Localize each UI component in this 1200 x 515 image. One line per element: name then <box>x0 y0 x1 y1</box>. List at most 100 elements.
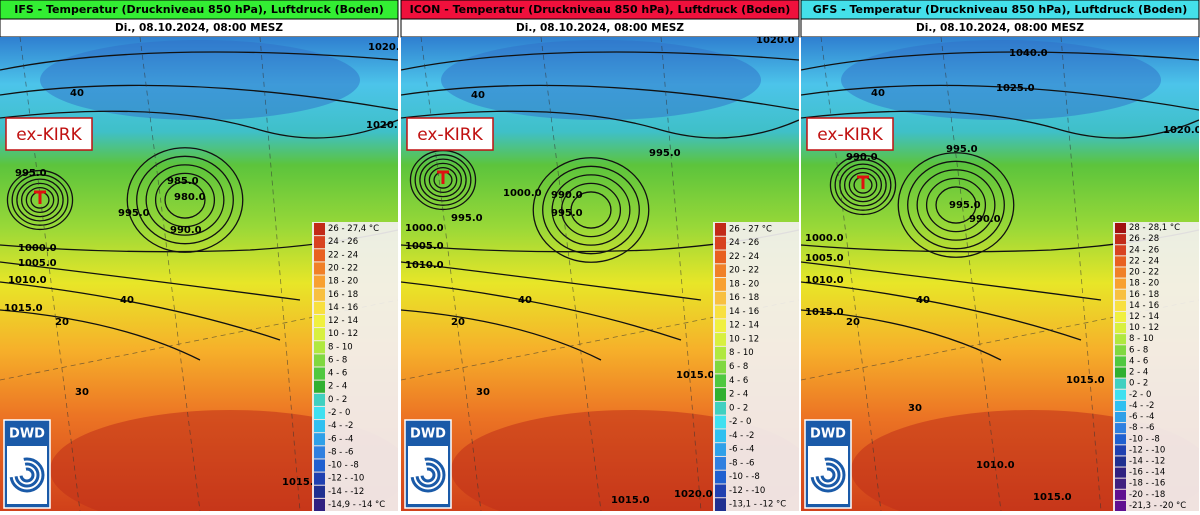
isobar-label: 1010.0 <box>405 260 444 271</box>
legend-label: -20 - -18 <box>1129 490 1165 500</box>
legend-swatch <box>715 305 726 319</box>
storm-label-box <box>806 117 894 151</box>
isobar-label: 1015.0 <box>1033 492 1072 503</box>
map: 1020.0 40 1020.0 995.0 985.0 980.0 995.0 990.0 1… <box>0 37 398 511</box>
legend-swatch <box>1115 300 1126 311</box>
isobar-label: 30 <box>908 403 922 414</box>
legend-label: 14 - 16 <box>729 307 759 317</box>
isobar <box>570 191 612 229</box>
legend-swatch <box>715 223 726 236</box>
logo-text: DWD <box>9 427 45 442</box>
isobar-label: 20 <box>846 317 860 328</box>
isobar-label: 1015.0 <box>805 307 844 318</box>
legend-label: 26 - 28 <box>1129 234 1159 244</box>
legend-swatch <box>1115 434 1126 445</box>
legend-swatch <box>314 341 325 354</box>
legend-swatch <box>314 459 325 472</box>
storm-label: ex-KIRK <box>417 125 483 145</box>
legend-swatch <box>715 236 726 250</box>
legend-swatch <box>715 401 726 415</box>
legend-swatch <box>314 420 325 433</box>
legend-swatch <box>314 446 325 459</box>
model-panel: ICON - Temperatur (Druckniveau 850 hPa),… <box>400 0 800 511</box>
isobar <box>532 157 650 263</box>
legend-label: -6 - -4 <box>1129 412 1154 422</box>
isobar-label: 995.0 <box>118 208 150 219</box>
legend-label: 4 - 6 <box>1129 356 1148 366</box>
legend-label: 10 - 12 <box>328 329 358 339</box>
isobar <box>560 182 622 238</box>
isobar <box>551 174 631 246</box>
legend-swatch <box>314 314 325 328</box>
isobar <box>419 158 467 202</box>
isobar <box>925 177 987 233</box>
isobar-label: 20 <box>55 317 69 328</box>
isobar-label: 40 <box>871 88 885 99</box>
isobar <box>935 186 977 224</box>
isobar <box>126 147 244 253</box>
legend-swatch <box>715 388 726 401</box>
graticule <box>139 37 201 511</box>
isobar <box>801 84 1199 111</box>
legend-swatch <box>715 470 726 484</box>
legend-label: 4 - 6 <box>328 369 347 379</box>
legend-swatch <box>1115 289 1126 300</box>
isobar-label: 1025.0 <box>996 83 1035 94</box>
isobar <box>829 154 897 216</box>
isobar <box>907 160 1005 250</box>
legend-label: -6 - -4 <box>328 434 353 444</box>
legend-swatch <box>1115 234 1126 245</box>
legend-swatch <box>715 319 726 333</box>
cold-blob <box>841 40 1161 120</box>
legend-label: 14 - 16 <box>1129 301 1159 311</box>
legend-swatch <box>314 275 325 288</box>
low-marker <box>857 175 869 189</box>
isobar-label: 40 <box>471 90 485 101</box>
legend-swatch <box>314 498 325 511</box>
isobar <box>6 169 74 231</box>
logo-text: DWD <box>810 427 846 442</box>
isobar-label: 40 <box>120 295 134 306</box>
isobar <box>401 261 702 301</box>
legend-swatch <box>314 433 325 446</box>
legend-label: 20 - 22 <box>1129 268 1159 278</box>
legend-swatch <box>715 278 726 291</box>
model-panel: IFS - Temperatur (Druckniveau 850 hPa), … <box>0 0 399 511</box>
legend-label: -16 - -14 <box>1129 468 1165 478</box>
isobar <box>897 152 1015 258</box>
legend-swatch <box>1115 267 1126 278</box>
legend-box <box>713 222 799 511</box>
legend-label: 2 - 4 <box>328 382 347 392</box>
legend-swatch <box>1115 311 1126 323</box>
legend-swatch <box>1115 467 1126 478</box>
legend-swatch <box>314 288 325 301</box>
isobar <box>839 163 887 207</box>
panel-date: Di., 08.10.2024, 08:00 MESZ <box>916 22 1084 34</box>
legend-label: -18 - -16 <box>1129 479 1165 489</box>
legend-swatch <box>314 328 325 341</box>
isobar-label: 990.0 <box>551 190 583 201</box>
legend-swatch <box>314 354 325 367</box>
model-panel: GFS - Temperatur (Druckniveau 850 hPa), … <box>800 0 1200 511</box>
isobar-label: 1015.0 <box>676 370 715 381</box>
legend-label: -14 - -12 <box>328 487 364 497</box>
isobar <box>16 178 64 222</box>
legend-label: 6 - 8 <box>328 355 347 365</box>
isobar <box>0 51 398 71</box>
legend-label: -4 - -2 <box>328 421 353 431</box>
legend-label: -14 - -12 <box>1129 456 1165 466</box>
isobar-label: 1000.0 <box>503 188 542 199</box>
legend-label: 18 - 20 <box>328 277 358 287</box>
isobar-label: 30 <box>476 387 490 398</box>
isobar-label: 990.0 <box>170 225 202 236</box>
storm-label-box <box>406 117 494 151</box>
legend-label: -2 - 0 <box>729 417 751 427</box>
legend-label: -13,1 - -12 °C <box>729 500 786 510</box>
isobar-label: 20 <box>451 317 465 328</box>
logo-swirl <box>810 457 846 493</box>
isobar-label: 1020.0 <box>1163 125 1200 136</box>
logo-swirl <box>815 462 841 488</box>
isobar-label: 30 <box>75 387 89 398</box>
legend-label: -2 - 0 <box>328 408 350 418</box>
isobar-label: 985.0 <box>167 176 199 187</box>
